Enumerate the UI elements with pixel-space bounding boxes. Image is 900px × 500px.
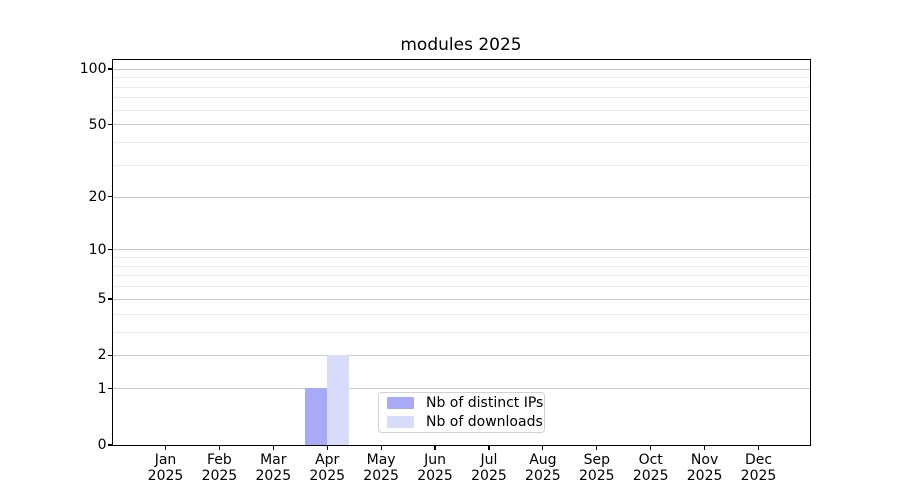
legend-entry: Nb of downloads [387, 415, 544, 429]
gridline-minor [113, 313, 811, 315]
bar-nb-of-downloads [327, 355, 349, 445]
gridline-minor [113, 77, 811, 79]
x-axis-tick-label: Dec 2025 [740, 452, 777, 484]
x-axis-tick-label: Sep 2025 [578, 452, 615, 484]
x-axis-tick-label: May 2025 [363, 452, 399, 484]
chart-title: modules 2025 [400, 35, 522, 55]
gridline-major [113, 388, 811, 390]
x-axis-tick-mark [703, 446, 706, 451]
x-axis-tick-label: Nov 2025 [686, 452, 723, 484]
y-axis-tick-mark [108, 124, 113, 126]
y-axis-tick-mark [108, 68, 113, 70]
x-axis-tick-mark [380, 446, 382, 451]
y-axis-tick-mark [108, 196, 113, 198]
x-axis-tick-label: Jan 2025 [147, 452, 184, 484]
gridline-minor [113, 331, 811, 333]
x-axis-tick-label: Apr 2025 [309, 452, 346, 484]
y-axis-tick-label: 20 [88, 188, 107, 205]
x-axis-tick-label: Mar 2025 [255, 452, 292, 484]
x-axis-tick-label: Feb 2025 [201, 452, 238, 484]
y-axis-tick-mark [108, 298, 113, 300]
y-axis-tick-label: 100 [79, 60, 107, 77]
gridline-major [113, 355, 811, 357]
x-axis-tick-label: Jun 2025 [417, 452, 453, 484]
y-axis-tick-mark [108, 249, 113, 251]
plot-area [112, 59, 812, 446]
bar-nb-of-distinct-ips [305, 388, 328, 445]
x-axis-tick-label: Aug 2025 [525, 452, 561, 484]
gridline-minor [113, 109, 811, 111]
y-axis-tick-label: 0 [97, 437, 107, 453]
gridline-minor [113, 142, 811, 144]
x-axis-tick-mark [542, 446, 544, 451]
x-axis-tick-mark [164, 446, 167, 451]
legend-swatch [387, 397, 414, 409]
y-axis-tick-label: 1 [97, 380, 107, 397]
x-axis-tick-mark [596, 446, 598, 451]
gridline-major [113, 298, 811, 300]
y-axis-tick-label: 5 [97, 290, 107, 307]
x-axis-tick-mark [488, 446, 490, 451]
gridline-minor [113, 265, 811, 267]
x-axis-tick-mark [326, 446, 328, 451]
legend-swatch [387, 416, 414, 428]
y-axis-tick-mark [108, 387, 113, 390]
gridline-major [113, 249, 811, 251]
gridline-minor [113, 275, 811, 277]
gridline-minor [113, 164, 811, 166]
legend-label: Nb of downloads [426, 414, 543, 430]
y-axis-tick-mark [108, 444, 113, 446]
legend-entry: Nb of distinct IPs [387, 396, 544, 410]
x-axis-tick-mark [650, 446, 652, 451]
gridline-major [113, 196, 811, 198]
x-axis-tick-mark [434, 446, 436, 451]
y-axis-tick-label: 2 [97, 347, 107, 364]
x-axis-tick-mark [218, 446, 220, 451]
x-axis-tick-label: Oct 2025 [632, 452, 669, 484]
x-axis-tick-mark [272, 446, 274, 451]
gridline-minor [113, 97, 811, 99]
x-axis-tick-mark [757, 446, 760, 451]
gridline-minor [113, 86, 811, 88]
gridline-minor [113, 257, 811, 259]
legend-label: Nb of distinct IPs [426, 395, 544, 411]
gridline-minor [113, 286, 811, 288]
gridline-major [113, 124, 811, 126]
x-axis-tick-label: Jul 2025 [471, 452, 507, 484]
y-axis-tick-mark [108, 354, 113, 357]
gridline-major [113, 68, 811, 70]
y-axis-tick-label: 10 [88, 241, 107, 258]
legend: Nb of distinct IPs Nb of downloads [378, 392, 545, 433]
y-axis-tick-label: 50 [88, 116, 107, 133]
